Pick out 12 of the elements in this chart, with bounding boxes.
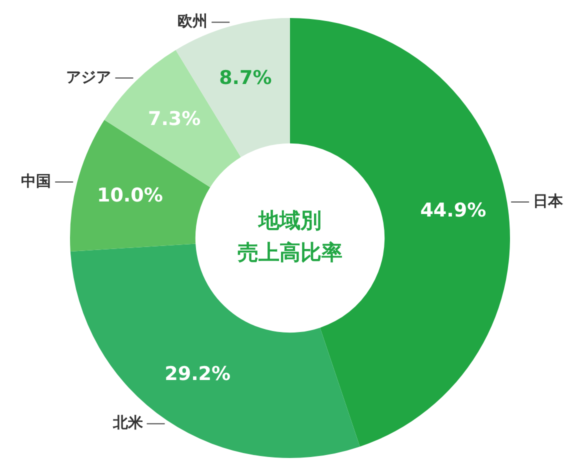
- slice-label: 北米: [112, 414, 144, 432]
- text: 売上高比率: [238, 240, 342, 264]
- slice-label: 欧州: [178, 12, 208, 30]
- data-label: 29.2%: [164, 363, 231, 385]
- data-label: 7.3%: [148, 108, 201, 130]
- data-label: 44.9%: [420, 199, 486, 222]
- slice-label: 日本: [533, 192, 564, 210]
- data-label: 8.7%: [219, 66, 272, 89]
- text: 地域別: [258, 208, 322, 232]
- slice-label: アジア: [66, 68, 112, 86]
- slice-label: 中国: [21, 172, 52, 190]
- data-label: 10.0%: [96, 184, 163, 207]
